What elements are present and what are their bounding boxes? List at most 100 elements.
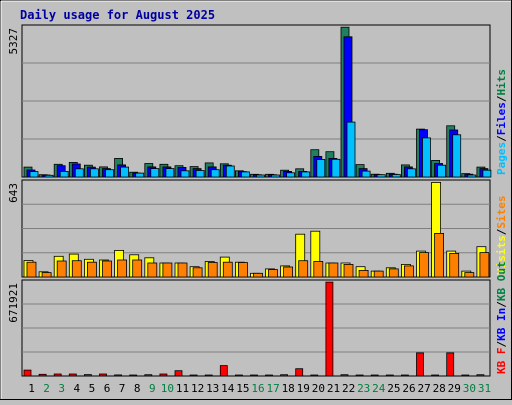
x-tick-label-8: 8 — [134, 382, 141, 395]
legend-entry: / — [495, 301, 508, 308]
bar-kb-f-day-26 — [400, 374, 409, 377]
bar-sites-day-31 — [479, 252, 490, 278]
x-tick-label-29: 29 — [448, 382, 461, 395]
bar-pages-day-26 — [406, 168, 416, 178]
bar-sites-day-28 — [434, 232, 445, 278]
bar-kb-f-day-16 — [250, 374, 258, 377]
bar-kb-f-day-12 — [189, 374, 198, 377]
bar-pages-day-21 — [331, 158, 341, 178]
bar-pages-day-16 — [256, 174, 265, 178]
bar-pages-day-1 — [29, 171, 39, 178]
x-tick-label-19: 19 — [297, 382, 310, 395]
bar-kb-f-day-29 — [446, 352, 455, 377]
bar-sites-day-18 — [283, 266, 294, 278]
bar-sites-day-6 — [102, 260, 112, 278]
x-tick-label-12: 12 — [191, 382, 204, 395]
bar-kb-f-day-20 — [310, 374, 319, 377]
bar-sites-day-15 — [237, 262, 248, 278]
bar-sites-day-16 — [253, 272, 263, 278]
bar-pages-day-28 — [437, 164, 447, 178]
x-tick-label-13: 13 — [206, 382, 219, 395]
bar-pages-day-24 — [376, 174, 386, 178]
y-max-label: 5327 — [7, 28, 20, 55]
legend-entry: Visits — [495, 235, 508, 275]
x-tick-label-4: 4 — [73, 382, 80, 395]
bar-pages-day-9 — [150, 168, 160, 178]
bar-sites-day-24 — [373, 270, 384, 278]
x-tick-label-31: 31 — [478, 382, 491, 395]
bar-kb-f-day-3 — [53, 373, 62, 377]
bar-sites-day-11 — [177, 262, 188, 278]
x-tick-label-17: 17 — [266, 382, 279, 395]
bar-kb-f-day-7 — [114, 374, 122, 377]
bar-pages-day-23 — [361, 170, 371, 178]
bar-pages-day-31 — [482, 169, 492, 178]
x-tick-label-2: 2 — [43, 382, 50, 395]
legend: Pages/Files/Hits — [495, 69, 508, 175]
bar-pages-day-6 — [105, 169, 114, 178]
bar-kb-f-day-13 — [204, 374, 213, 377]
bar-sites-day-17 — [268, 269, 278, 278]
bar-sites-day-2 — [41, 272, 52, 278]
x-tick-label-28: 28 — [433, 382, 446, 395]
bar-sites-day-3 — [56, 260, 67, 278]
bar-pages-day-18 — [286, 172, 296, 178]
legend-entry: / — [495, 228, 508, 235]
bar-sites-day-14 — [222, 261, 233, 278]
legend: KB F/KB In/KB Out — [495, 261, 508, 374]
bar-pages-day-11 — [180, 170, 190, 178]
bar-kb-f-day-8 — [129, 374, 138, 377]
bar-sites-day-27 — [419, 252, 429, 278]
x-tick-label-1: 1 — [28, 382, 35, 395]
legend-entry: / — [495, 341, 508, 348]
bar-kb-f-day-2 — [38, 373, 47, 377]
panel-1: 5327 Pages/Files/Hits — [7, 24, 508, 178]
x-tick-label-7: 7 — [119, 382, 126, 395]
bar-pages-day-17 — [271, 174, 280, 178]
bar-sites-day-20 — [313, 261, 324, 278]
x-tick-label-22: 22 — [342, 382, 355, 395]
y-max-label: 643 — [7, 183, 20, 203]
bar-pages-day-2 — [44, 174, 54, 178]
legend-entry: Files — [495, 102, 508, 135]
bar-sites-day-30 — [464, 272, 475, 278]
legend-entry: / — [495, 95, 508, 102]
x-tick-label-3: 3 — [58, 382, 65, 395]
bar-pages-day-25 — [391, 174, 401, 178]
bar-pages-day-13 — [210, 169, 220, 178]
bar-kb-f-day-15 — [234, 374, 243, 377]
bar-kb-f-day-21 — [325, 281, 334, 377]
bar-kb-f-day-6 — [99, 373, 107, 377]
legend-entry: KB F — [495, 348, 508, 375]
bar-sites-day-23 — [358, 269, 369, 278]
bar-kb-f-day-11 — [174, 370, 183, 377]
bar-sites-day-22 — [343, 263, 354, 278]
bar-pages-day-19 — [301, 171, 311, 178]
x-tick-label-15: 15 — [236, 382, 249, 395]
x-tick-label-5: 5 — [89, 382, 96, 395]
bar-sites-day-13 — [207, 262, 218, 278]
bar-sites-day-25 — [388, 268, 399, 278]
bar-pages-day-3 — [59, 170, 69, 178]
bar-sites-day-7 — [117, 259, 127, 278]
bar-pages-day-10 — [165, 168, 175, 178]
bar-pages-day-22 — [346, 121, 356, 178]
legend: Visits/Sites — [495, 196, 508, 276]
bar-kb-f-day-27 — [416, 352, 424, 377]
bar-sites-day-10 — [162, 262, 173, 278]
bar-sites-day-1 — [26, 261, 37, 278]
bar-pages-day-8 — [135, 172, 145, 178]
x-tick-label-11: 11 — [176, 382, 189, 395]
bar-kb-f-day-28 — [431, 374, 440, 377]
legend-entry: KB Out — [495, 261, 508, 301]
bar-kb-f-day-30 — [461, 374, 470, 377]
bar-pages-day-14 — [225, 165, 235, 178]
bar-pages-day-27 — [422, 137, 431, 178]
x-tick-label-21: 21 — [327, 382, 340, 395]
x-tick-label-18: 18 — [282, 382, 295, 395]
bar-pages-day-12 — [195, 170, 205, 178]
bar-kb-f-day-24 — [370, 374, 379, 377]
